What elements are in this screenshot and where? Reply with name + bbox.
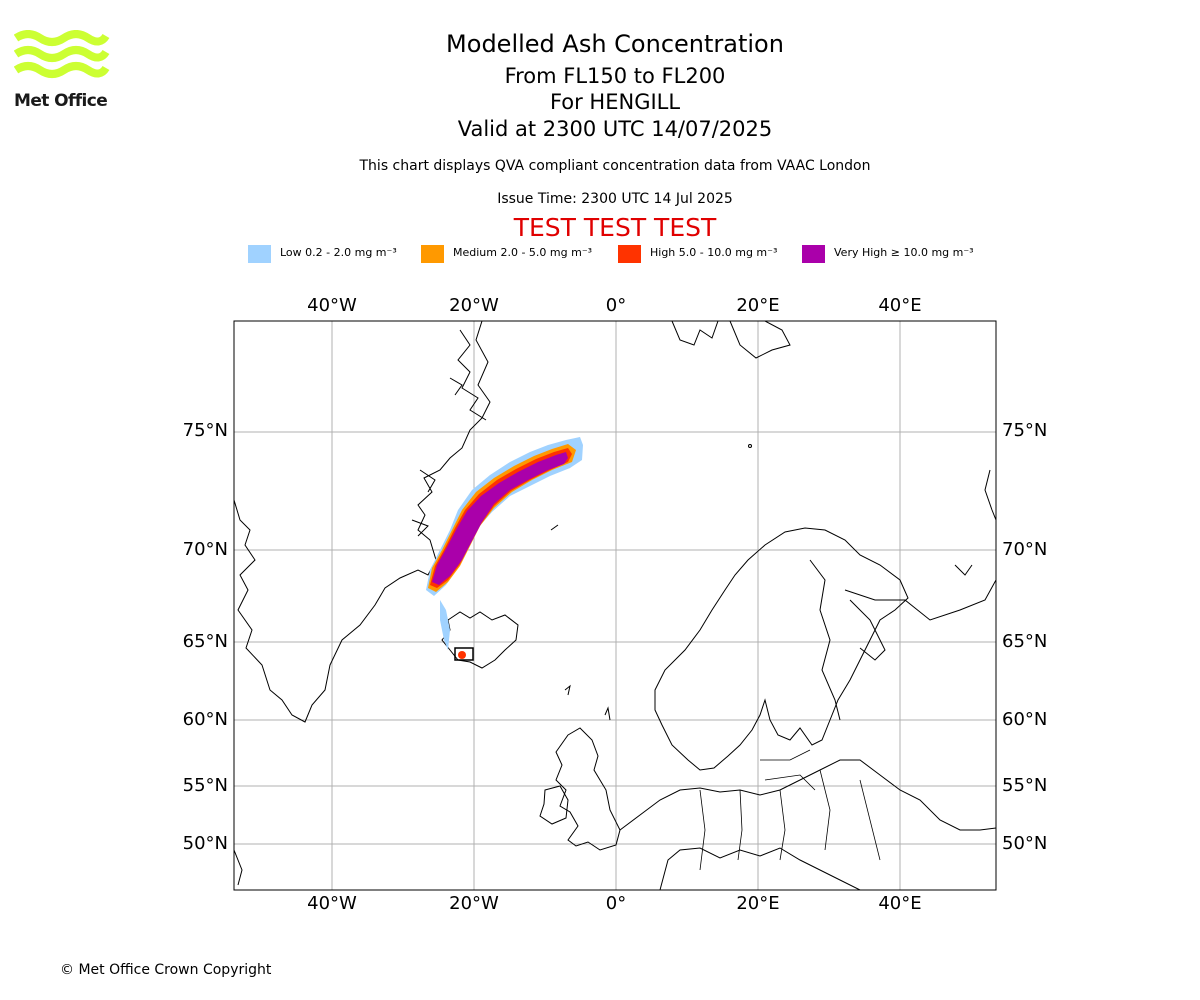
flight-level-subtitle: From FL150 to FL200: [504, 64, 726, 88]
svalbard-coast: [671, 321, 719, 346]
legend-swatch-medium: [421, 245, 444, 263]
coastlines: [234, 321, 996, 890]
met-office-waves-icon: [13, 30, 110, 78]
lat-tick-right: 75°N: [1002, 420, 1048, 441]
lat-tick-right: 70°N: [1002, 539, 1048, 560]
lat-tick-left: 50°N: [182, 833, 228, 854]
legend-label-high: High 5.0 - 10.0 mg m⁻³: [650, 246, 778, 259]
met-office-logo: Met Office: [13, 30, 110, 114]
map-frame: [233, 320, 997, 891]
lat-tick-left: 65°N: [182, 631, 228, 652]
met-office-logo-text: Met Office: [14, 91, 108, 111]
issue-time: Issue Time: 2300 UTC 14 Jul 2025: [497, 191, 733, 207]
ash-plume-low: [426, 437, 583, 596]
ash-plume: [426, 437, 583, 659]
legend-swatch-low: [248, 245, 271, 263]
greenland-east-fjords: [457, 329, 487, 421]
lat-tick-right: 65°N: [1002, 631, 1048, 652]
legend-swatch-very-high: [802, 245, 825, 263]
lon-tick-top: 40°E: [878, 295, 922, 316]
valid-time-subtitle: Valid at 2300 UTC 14/07/2025: [457, 117, 773, 141]
lat-tick-right: 60°N: [1002, 709, 1048, 730]
lon-tick-bottom: 20°W: [449, 893, 499, 914]
lat-tick-right: 55°N: [1002, 775, 1048, 796]
lat-tick-left: 60°N: [182, 709, 228, 730]
lon-tick-top: 20°E: [736, 295, 780, 316]
copyright-notice: © Met Office Crown Copyright: [60, 962, 272, 978]
volcano-subtitle: For HENGILL: [549, 90, 681, 114]
lat-tick-right: 50°N: [1002, 833, 1048, 854]
chart-description: This chart displays QVA compliant concen…: [359, 158, 871, 174]
lon-tick-bottom: 20°E: [736, 893, 780, 914]
lat-tick-left: 55°N: [182, 775, 228, 796]
ash-plume-medium: [428, 444, 576, 592]
lon-tick-top: 20°W: [449, 295, 499, 316]
lon-tick-top: 40°W: [307, 295, 357, 316]
uk-coast: [555, 727, 621, 851]
ash-plume-very-high: [432, 452, 568, 585]
continent-coast: [619, 759, 996, 831]
legend-label-medium: Medium 2.0 - 5.0 mg m⁻³: [453, 246, 593, 259]
legend-label-low: Low 0.2 - 2.0 mg m⁻³: [280, 246, 397, 259]
lon-tick-bottom: 0°: [605, 893, 627, 914]
iceland-coast: [441, 611, 519, 669]
legend-swatch-high: [618, 245, 641, 263]
scandinavia-coast: [654, 527, 909, 771]
chart-title: Modelled Ash Concentration: [446, 30, 784, 58]
lon-tick-top: 0°: [605, 295, 627, 316]
lon-tick-bottom: 40°E: [878, 893, 922, 914]
legend-label-very-high: Very High ≥ 10.0 mg m⁻³: [834, 246, 974, 259]
lon-tick-bottom: 40°W: [307, 893, 357, 914]
map-gridlines: [234, 321, 996, 890]
lat-tick-left: 70°N: [182, 539, 228, 560]
concentration-legend: Low 0.2 - 2.0 mg m⁻³ Medium 2.0 - 5.0 mg…: [0, 244, 1200, 264]
test-banner: TEST TEST TEST: [513, 213, 717, 242]
lat-tick-left: 75°N: [182, 420, 228, 441]
volcano-marker: [454, 647, 474, 661]
greenland-coast: [234, 321, 491, 723]
ireland-coast: [539, 785, 569, 825]
